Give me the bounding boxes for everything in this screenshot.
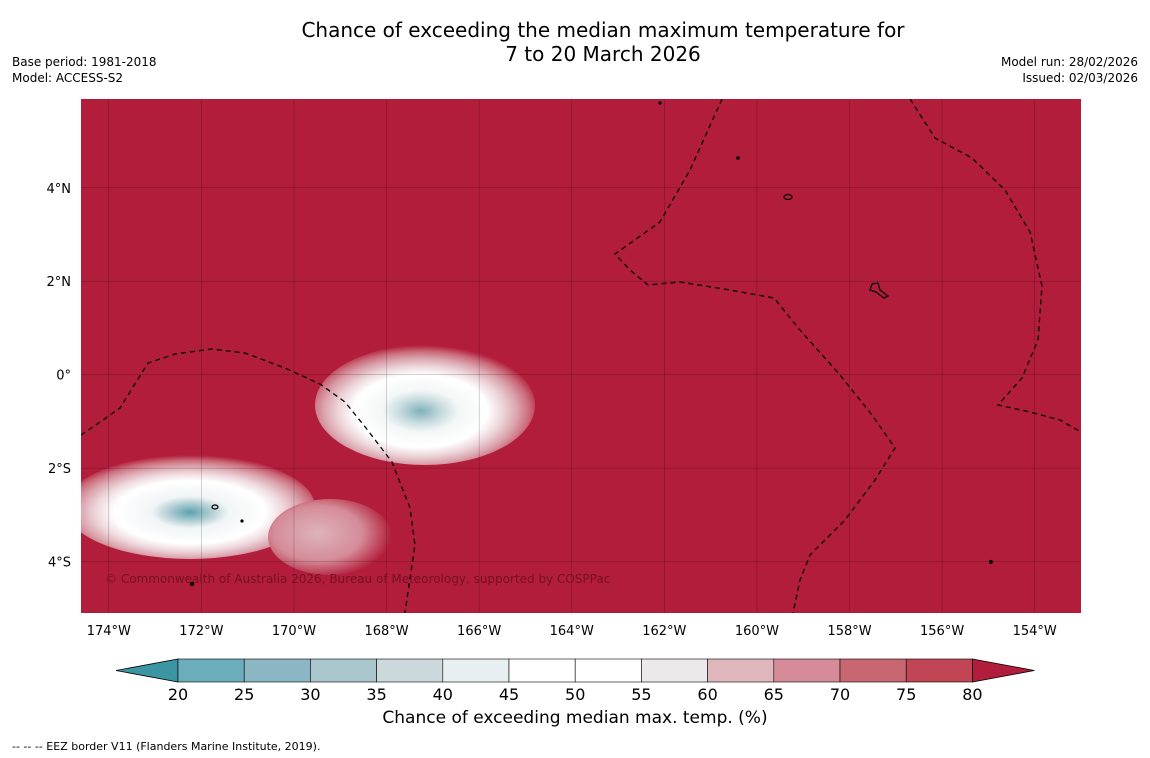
- lon-tick-label: 166°W: [457, 624, 501, 639]
- lon-tick-label: 158°W: [827, 624, 871, 639]
- base-period: Base period: 1981-2018: [12, 55, 157, 69]
- colorbar-extension-low: [115, 658, 179, 683]
- island-3: [211, 504, 219, 510]
- colorbar-label: 35: [366, 685, 386, 704]
- colorbar-label: 45: [499, 685, 519, 704]
- lon-tick-label: 154°W: [1013, 624, 1057, 639]
- lon-tick-label: 174°W: [87, 624, 131, 639]
- colorbar-label: 50: [565, 685, 585, 704]
- colorbar-label: 55: [631, 685, 651, 704]
- model-name: Model: ACCESS-S2: [12, 71, 124, 85]
- colorbar-label: 70: [830, 685, 850, 704]
- colorbar-label: 25: [234, 685, 254, 704]
- anomaly-fields: [81, 345, 535, 575]
- colorbar-label: 75: [896, 685, 916, 704]
- colorbar-bin: [839, 658, 907, 683]
- eez-border-east: [614, 99, 896, 613]
- lon-tick-label: 168°W: [364, 624, 408, 639]
- colorbar-label: 80: [962, 685, 982, 704]
- island-6: [988, 559, 994, 565]
- island-5: [658, 101, 662, 105]
- title-line-1: Chance of exceeding the median maximum t…: [301, 18, 905, 42]
- island-1: [783, 193, 793, 201]
- colorbar-bin: [376, 658, 444, 683]
- colorbar: 20 25 30 35 40 45 50 55 60 65 70 75 80: [115, 658, 1035, 704]
- eez-border-far-east: [909, 99, 1081, 433]
- lon-tick-label: 162°W: [642, 624, 686, 639]
- colorbar-label: 20: [168, 685, 188, 704]
- islands: [189, 101, 994, 587]
- model-run: Model run: 28/02/2026: [1000, 55, 1138, 69]
- colorbar-bin: [442, 658, 510, 683]
- axis-labels: 174°W 172°W 170°W 168°W 166°W 164°W 162°W 160°W…: [47, 182, 1057, 639]
- lon-tick-label: 164°W: [550, 624, 594, 639]
- lat-tick-label: 2°S: [48, 462, 71, 477]
- island-2: [869, 282, 890, 299]
- colorbar-bin: [243, 658, 311, 683]
- copyright-credit: © Commonwealth of Australia 2026, Bureau…: [105, 572, 611, 586]
- island-4: [736, 156, 740, 160]
- colorbar-bin: [177, 658, 245, 683]
- lat-tick-label: 4°S: [48, 556, 71, 571]
- colorbar-bin: [707, 658, 775, 683]
- lon-tick-label: 172°W: [179, 624, 223, 639]
- colorbar-title: Chance of exceeding median max. temp. (%…: [382, 708, 768, 728]
- lon-tick-label: 156°W: [920, 624, 964, 639]
- colorbar-label: 65: [764, 685, 784, 704]
- lat-tick-label: 0°: [56, 369, 71, 384]
- colorbar-label: 30: [300, 685, 320, 704]
- colorbar-label: 60: [697, 685, 717, 704]
- meta-right: Model run: 28/02/2026 Issued: 02/03/2026: [1001, 54, 1138, 86]
- colorbar-extension-high: [972, 658, 1035, 683]
- anomaly-blob-west: [81, 455, 315, 559]
- colorbar-bin: [641, 658, 708, 683]
- colorbar-bin: [310, 658, 377, 683]
- anomaly-blob-tail: [268, 499, 392, 575]
- issued-date: Issued: 02/03/2026: [1022, 71, 1138, 85]
- map-title: Chance of exceeding the median maximum t…: [0, 18, 1150, 66]
- lat-tick-label: 2°N: [47, 275, 72, 290]
- lat-tick-label: 4°N: [47, 182, 72, 197]
- eez-footnote: -- -- -- EEZ border V11 (Flanders Marine…: [12, 740, 321, 753]
- colorbar-bin: [905, 658, 973, 683]
- anomaly-blob-central: [315, 345, 535, 465]
- gridlines: [81, 99, 1081, 613]
- meta-left: Base period: 1981-2018 Model: ACCESS-S2: [12, 54, 157, 86]
- eez-borders: [81, 99, 1081, 613]
- colorbar-bin: [773, 658, 841, 683]
- lon-tick-label: 160°W: [735, 624, 779, 639]
- island-8: [240, 519, 244, 523]
- island-7: [189, 581, 195, 587]
- lon-tick-label: 170°W: [272, 624, 316, 639]
- colorbar-bin: [508, 658, 576, 683]
- colorbar-bin: [574, 658, 642, 683]
- title-line-2: 7 to 20 March 2026: [505, 42, 701, 66]
- colorbar-label: 40: [433, 685, 453, 704]
- eez-border-west: [81, 348, 416, 613]
